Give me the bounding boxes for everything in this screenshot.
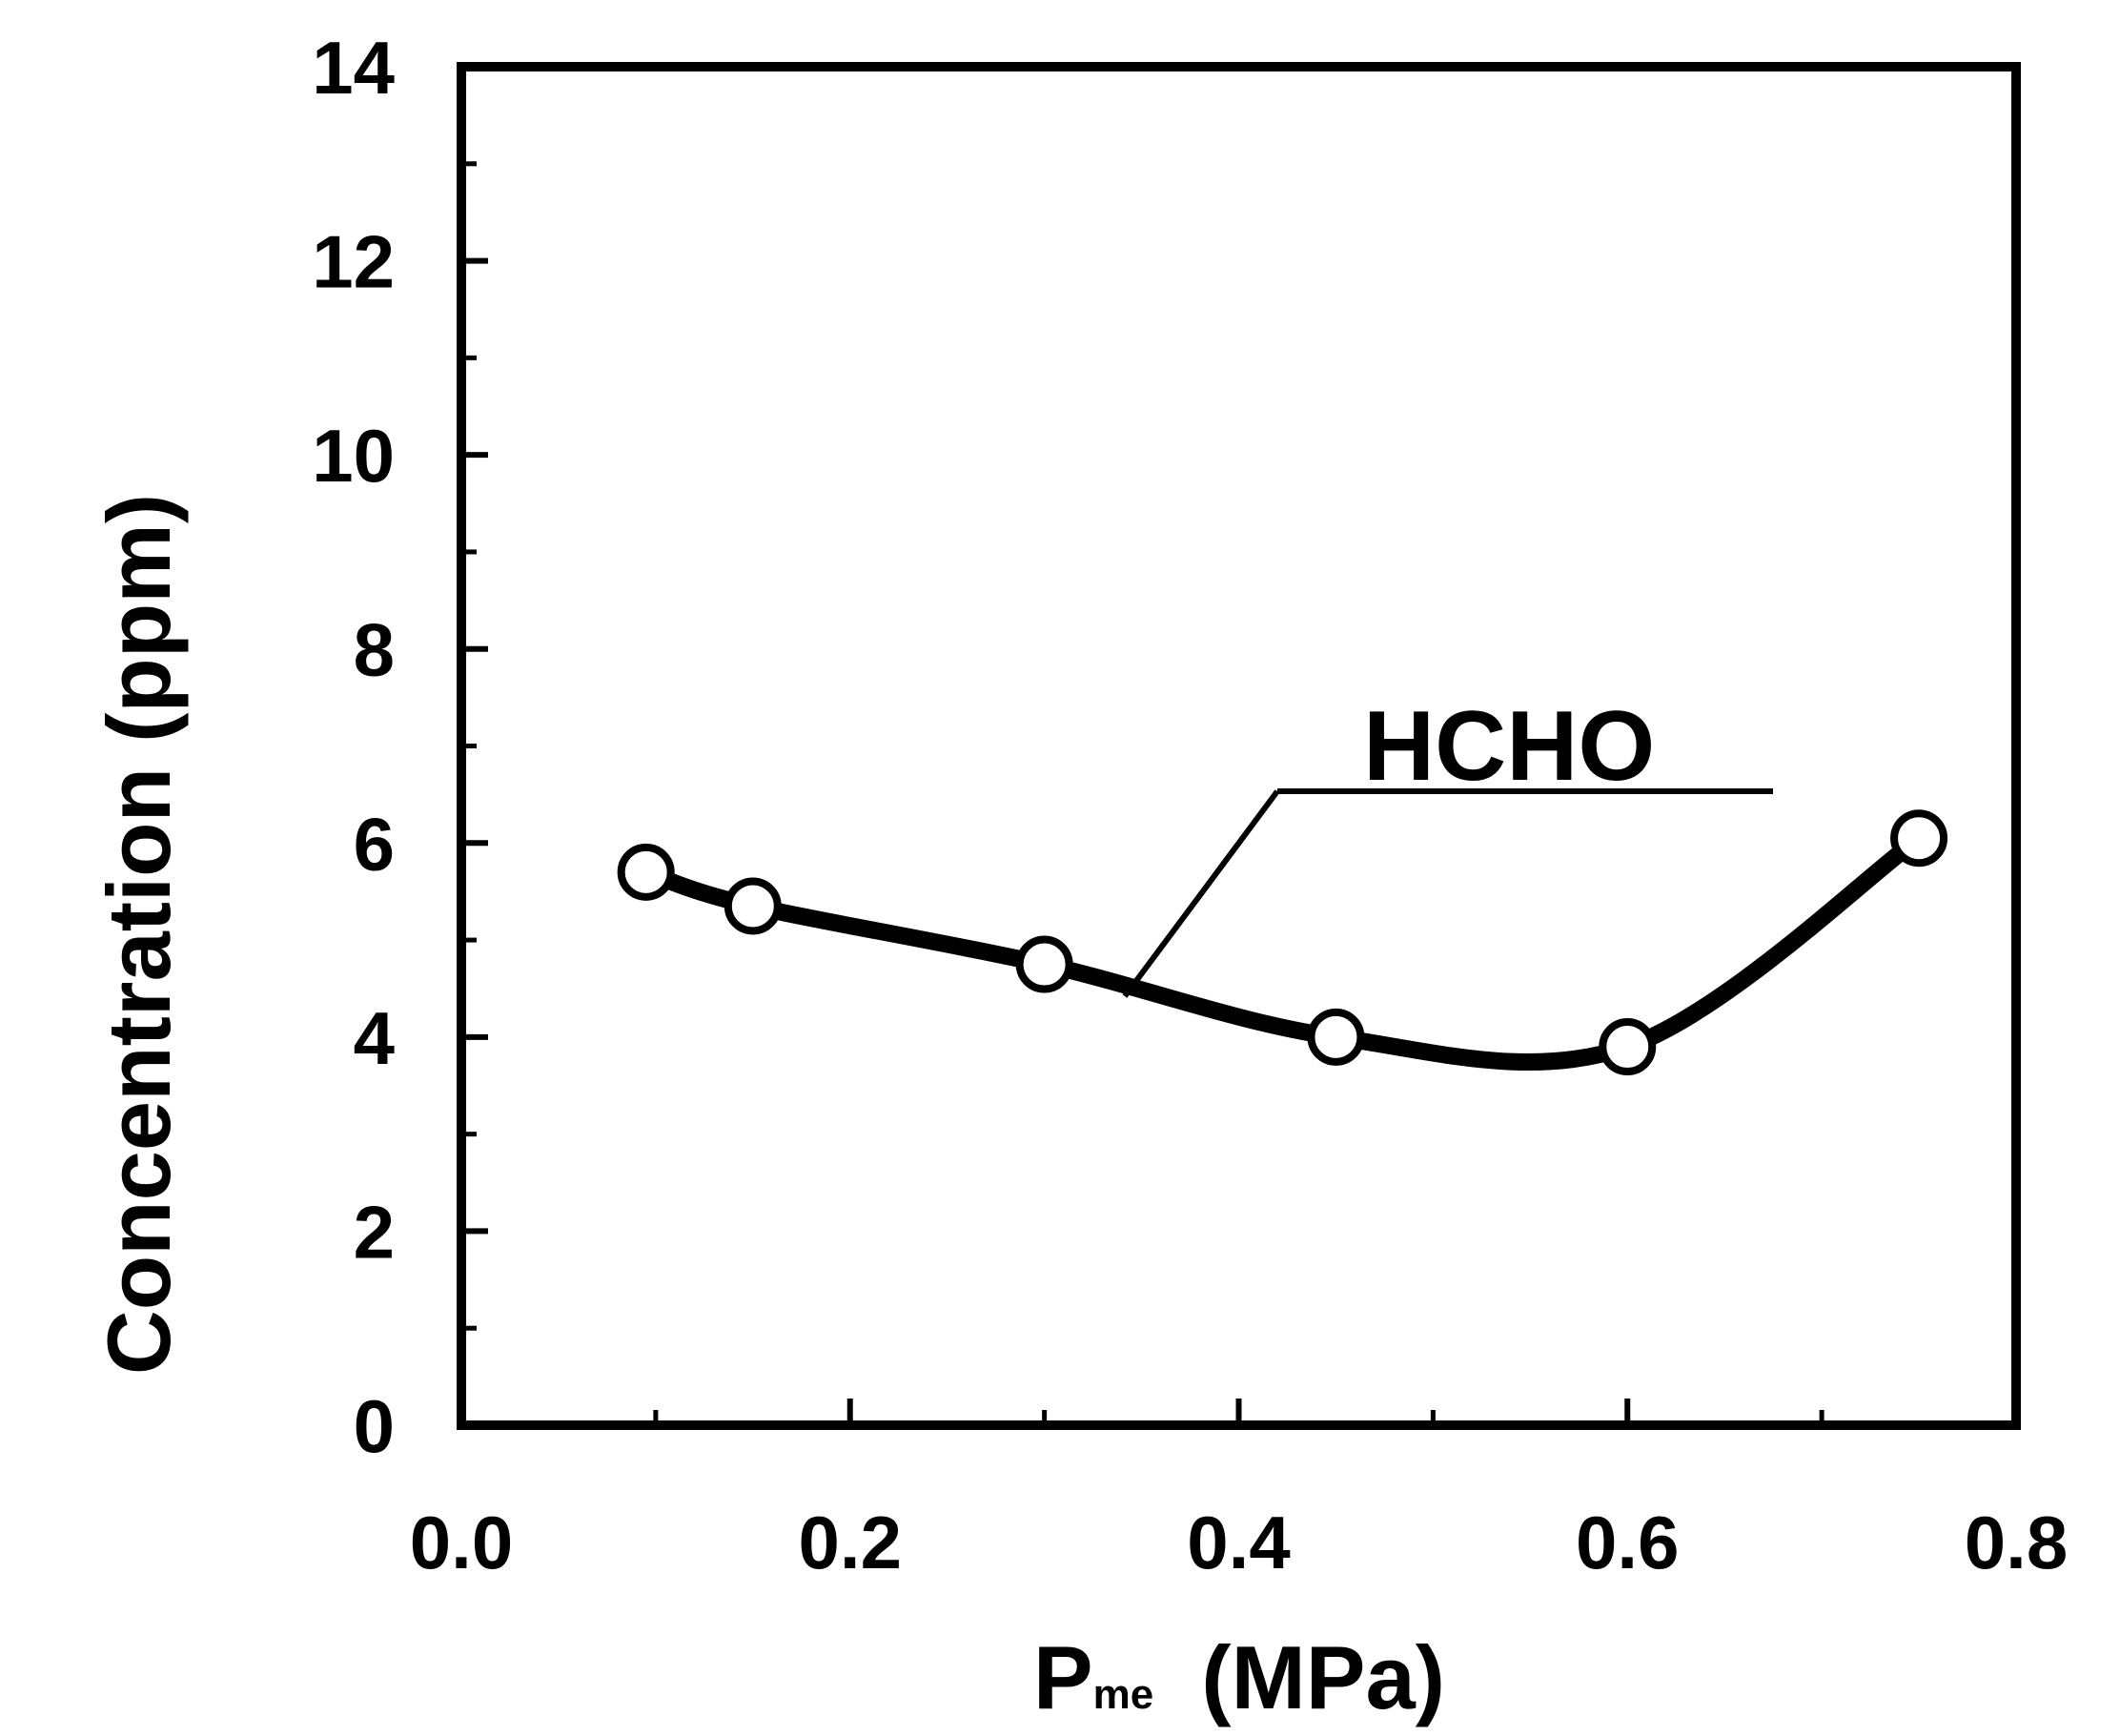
y-tick-label: 8: [354, 608, 395, 692]
x-tick-label: 0.2: [799, 1501, 902, 1584]
series-label-hcho: HCHO: [1363, 691, 1655, 802]
y-axis-ticks: [461, 64, 488, 1428]
x-tick-label: 0.6: [1576, 1501, 1679, 1584]
x-tick-label: 0.0: [410, 1501, 513, 1584]
y-axis-title: Concentration (ppm): [89, 494, 189, 1375]
y-tick-label: 12: [312, 220, 395, 304]
data-point-1: [724, 877, 782, 935]
y-tick-label: 10: [312, 414, 395, 498]
plot-frame: [457, 62, 2021, 1430]
x-axis-title-subscript: me: [1093, 1671, 1154, 1718]
x-axis-title-main: P: [1033, 1627, 1093, 1727]
y-tick-label: 2: [354, 1190, 395, 1274]
y-axis-tick-labels: 0 2 4 6 8 10 12 14: [312, 26, 395, 1468]
x-tick-label: 0.8: [1965, 1501, 2068, 1584]
data-point-3: [1307, 1008, 1365, 1066]
x-axis-ticks: [459, 1399, 2019, 1425]
data-point-2: [1015, 935, 1073, 993]
series-label-leader: [1122, 789, 1280, 998]
x-tick-label: 0.4: [1187, 1501, 1290, 1584]
x-axis-title-unit: (MPa): [1201, 1627, 1445, 1727]
data-point-5: [1890, 809, 1948, 868]
y-tick-label: 4: [354, 996, 395, 1080]
series-line-hcho: [637, 829, 1928, 1072]
data-point-4: [1599, 1018, 1657, 1076]
series-markers-hcho: [617, 809, 1948, 1076]
y-tick-label: 14: [312, 26, 395, 110]
y-tick-label: 6: [354, 802, 395, 886]
x-axis-title: Pme (MPa): [1033, 1627, 1445, 1727]
x-axis-tick-labels: 0.0 0.2 0.4 0.6 0.8: [410, 1501, 2068, 1584]
y-tick-label: 0: [354, 1384, 395, 1468]
data-point-0: [617, 843, 675, 901]
